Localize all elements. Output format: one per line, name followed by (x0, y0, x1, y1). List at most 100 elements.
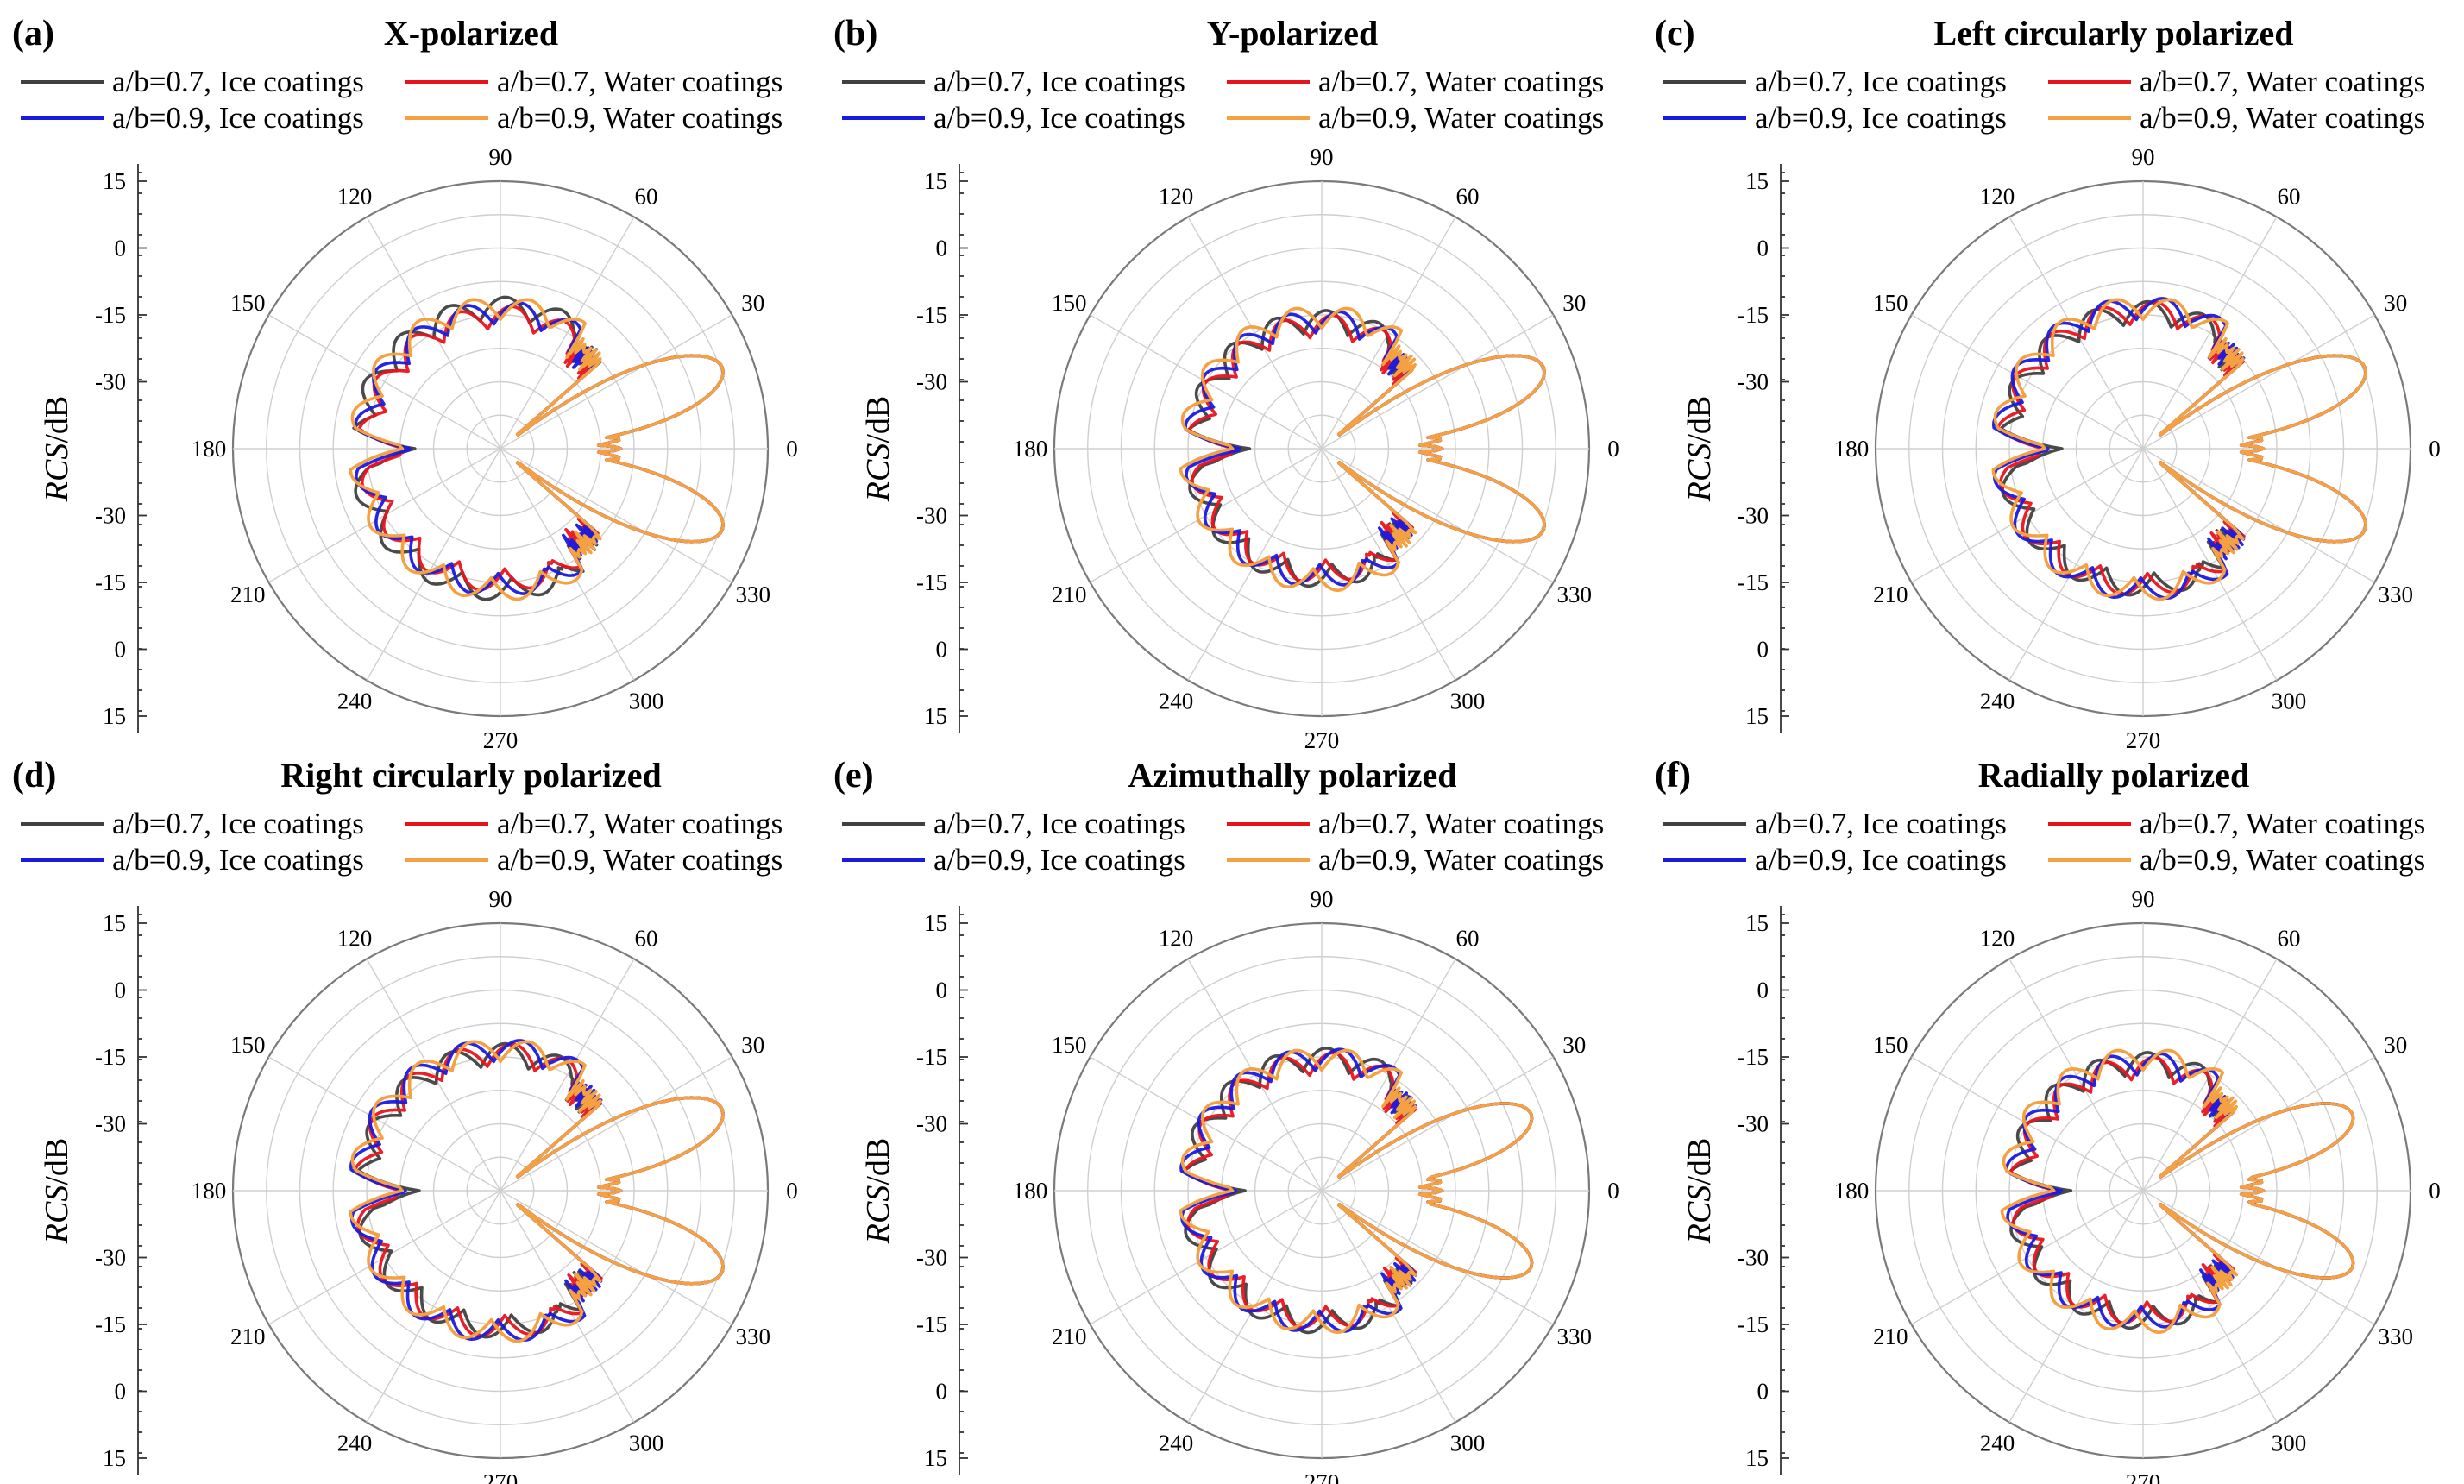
y-axis-label-italic: RCS (39, 1185, 75, 1245)
angle-tick-label: 270 (1304, 727, 1340, 753)
angle-tick-label: 120 (337, 183, 373, 209)
y-axis-label-unit: /dB (39, 396, 75, 443)
legend-label: a/b=0.7, Ice coatings (933, 807, 1185, 840)
legend-label: a/b=0.7, Water coatings (497, 65, 783, 98)
radial-tick-label: -15 (916, 1044, 947, 1070)
y-axis-label-unit: /dB (1681, 396, 1718, 443)
y-axis-label-unit: /dB (39, 1138, 75, 1185)
legend-item: a/b=0.7, Water coatings (1227, 65, 1604, 98)
grid-spoke (500, 217, 635, 450)
legend-item: a/b=0.9, Water coatings (405, 101, 783, 135)
angle-tick-label: 180 (1013, 1178, 1048, 1204)
legend-item: a/b=0.7, Ice coatings (21, 65, 364, 98)
legend-label: a/b=0.9, Ice coatings (933, 843, 1185, 877)
angle-tick-label: 60 (2278, 925, 2301, 951)
angle-tick-label: 330 (2378, 1324, 2413, 1349)
angle-tick-label: 180 (192, 1178, 227, 1204)
legend-item: a/b=0.7, Water coatings (2048, 807, 2425, 840)
series-line (1999, 299, 2367, 597)
polar-plot: 0306090120150180210240270300330150-15-30… (860, 886, 1619, 1484)
legend-label: a/b=0.7, Ice coatings (1755, 65, 2007, 98)
angle-tick-label: 330 (735, 582, 770, 607)
radial-tick-label: 15 (103, 168, 126, 194)
grid-spoke (2142, 1190, 2375, 1325)
radial-tick-label: 0 (1757, 236, 1769, 261)
grid-spoke (500, 448, 732, 583)
y-axis-label-unit: /dB (1681, 1138, 1718, 1185)
radial-tick-label: 15 (1745, 910, 1769, 936)
angle-tick-label: 330 (1556, 582, 1592, 607)
radial-tick-label: -15 (916, 1311, 947, 1337)
radial-tick-label: -30 (95, 1111, 126, 1137)
legend-item: a/b=0.9, Ice coatings (842, 101, 1185, 135)
angle-tick-label: 300 (629, 689, 664, 714)
y-axis-label-unit: /dB (860, 396, 896, 443)
grid-spoke (366, 959, 501, 1192)
panel-letter: (b) (833, 14, 877, 53)
angle-tick-label: 300 (1450, 689, 1486, 714)
grid-spoke (500, 1056, 732, 1192)
angle-tick-label: 210 (230, 1324, 266, 1349)
radial-tick-label: -15 (916, 302, 947, 328)
angle-tick-label: 60 (1456, 183, 1480, 209)
grid-spoke (366, 448, 501, 681)
angle-tick-label: 30 (1562, 290, 1586, 316)
radial-tick-label: -15 (95, 569, 126, 595)
angle-tick-label: 90 (1311, 886, 1334, 912)
angle-tick-label: 90 (489, 144, 512, 170)
angle-tick-label: 330 (1556, 1324, 1592, 1349)
legend-label: a/b=0.7, Water coatings (2140, 65, 2425, 98)
panel-letter: (f) (1655, 756, 1691, 795)
angle-tick-label: 240 (337, 689, 373, 714)
angle-tick-label: 240 (1980, 1431, 2015, 1456)
series-line (2005, 1052, 2355, 1329)
radial-tick-label: 15 (924, 703, 947, 729)
angle-tick-label: 0 (786, 1178, 798, 1204)
angle-tick-label: 300 (629, 1431, 664, 1456)
angle-tick-label: 180 (192, 436, 227, 462)
radial-tick-label: -15 (1738, 1044, 1769, 1070)
grid-spoke (1321, 1190, 1554, 1325)
radial-tick-label: -30 (1738, 1245, 1769, 1271)
angle-tick-label: 60 (1456, 925, 1480, 951)
angle-tick-label: 0 (2429, 436, 2441, 462)
angle-tick-label: 210 (1873, 582, 1908, 607)
radial-tick-label: -15 (95, 302, 126, 328)
grid-spoke (2142, 1190, 2278, 1423)
grid-spoke (500, 1190, 732, 1325)
angle-tick-label: 30 (2384, 1032, 2407, 1058)
angle-tick-label: 90 (2132, 144, 2155, 170)
angle-tick-label: 270 (1304, 1469, 1340, 1484)
angle-tick-label: 210 (1052, 1324, 1087, 1349)
y-axis-label-italic: RCS (1681, 1185, 1718, 1245)
panel-letter: (a) (12, 14, 54, 53)
legend-label: a/b=0.9, Water coatings (1318, 101, 1604, 135)
angle-tick-label: 0 (1607, 1178, 1619, 1204)
grid-spoke (2008, 448, 2144, 681)
radial-tick-label: 0 (936, 637, 948, 663)
legend-item: a/b=0.9, Water coatings (1227, 843, 1604, 877)
radial-tick-label: -15 (1738, 569, 1769, 595)
series-line (1991, 298, 2367, 601)
series-line (349, 1040, 725, 1343)
legend-item: a/b=0.7, Ice coatings (842, 65, 1185, 98)
y-axis-label: RCS/dB (860, 1138, 896, 1244)
legend-label: a/b=0.7, Water coatings (497, 807, 783, 840)
radial-tick-label: 15 (924, 1445, 947, 1471)
angle-tick-label: 150 (1873, 290, 1908, 316)
panel-title: Azimuthally polarized (1128, 756, 1456, 795)
angle-tick-label: 240 (1159, 1431, 1194, 1456)
legend-item: a/b=0.9, Water coatings (2048, 101, 2425, 135)
radial-tick-label: -15 (95, 1044, 126, 1070)
angle-tick-label: 60 (635, 183, 658, 209)
legend-item: a/b=0.9, Water coatings (1227, 101, 1604, 135)
panel-title: X-polarized (384, 14, 558, 53)
series-line (1179, 1048, 1534, 1334)
polar-plot: 0306090120150180210240270300330150-15-30… (860, 144, 1619, 753)
grid-spoke (1187, 217, 1323, 450)
grid-spoke (1090, 1056, 1323, 1192)
panel-title: Radially polarized (1978, 756, 2249, 795)
angle-tick-label: 210 (1052, 582, 1087, 607)
polar-plot: 0306090120150180210240270300330150-15-30… (1681, 144, 2441, 753)
